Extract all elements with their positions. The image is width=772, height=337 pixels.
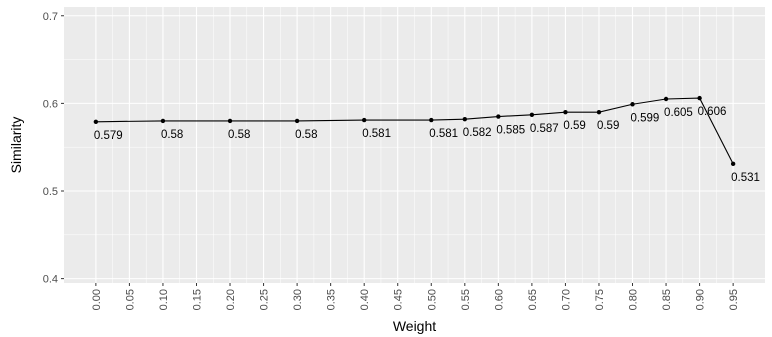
x-tick-label: 0.80 xyxy=(628,289,640,310)
y-tick-label: 0.7 xyxy=(43,11,58,23)
data-point xyxy=(663,96,669,102)
x-tick-label: 0.35 xyxy=(326,289,338,310)
data-point xyxy=(227,118,233,124)
data-label: 0.587 xyxy=(530,123,559,135)
data-point xyxy=(697,95,702,101)
data-point xyxy=(730,161,736,167)
x-tick-label: 0.30 xyxy=(292,289,304,310)
x-tick-label: 0.85 xyxy=(661,289,673,310)
x-tick-label: 0.40 xyxy=(359,289,371,310)
data-label: 0.599 xyxy=(631,112,660,124)
data-point xyxy=(93,119,99,124)
y-tick-label: 0.6 xyxy=(43,98,58,110)
x-tick-label: 0.75 xyxy=(594,289,606,310)
minor-gridlines xyxy=(64,7,765,283)
x-tick-label: 0.15 xyxy=(191,289,203,310)
major-gridlines xyxy=(64,7,765,283)
data-point xyxy=(630,102,635,107)
data-label: 0.585 xyxy=(496,125,525,137)
data-point xyxy=(563,109,568,115)
data-label: 0.579 xyxy=(94,130,123,142)
data-point xyxy=(596,109,602,115)
x-tick-label: 0.60 xyxy=(493,289,505,310)
data-label: 0.59 xyxy=(563,120,585,132)
data-label: 0.606 xyxy=(698,106,727,118)
y-tick-label: 0.4 xyxy=(43,274,58,286)
x-tick-label: 0.25 xyxy=(259,289,271,310)
y-axis-title: Similarity xyxy=(8,117,24,174)
y-axis: 0.4 0.5 0.6 0.7 xyxy=(43,11,64,286)
x-tick-label: 0.50 xyxy=(426,289,438,310)
x-tick-label: 0.90 xyxy=(695,289,707,310)
x-tick-label: 0.65 xyxy=(527,289,539,310)
data-label: 0.581 xyxy=(429,128,458,140)
x-tick-label: 0.45 xyxy=(393,289,405,310)
data-label: 0.58 xyxy=(228,129,250,141)
data-label: 0.605 xyxy=(664,107,693,119)
data-point xyxy=(529,112,535,117)
x-tick-label: 0.05 xyxy=(124,289,136,310)
data-label: 0.582 xyxy=(463,127,492,139)
data-label: 0.59 xyxy=(597,120,619,132)
x-tick-label: 0.10 xyxy=(158,289,170,310)
data-label: 0.58 xyxy=(295,129,317,141)
x-axis: 0.00 0.05 0.10 0.15 0.20 0.25 0.30 0.35 0.40 0.45… xyxy=(91,283,740,310)
x-axis-title: Weight xyxy=(393,318,436,334)
data-label: 0.58 xyxy=(161,129,183,141)
x-tick-label: 0.00 xyxy=(91,289,103,310)
x-tick-label: 0.70 xyxy=(560,289,572,310)
data-point xyxy=(294,118,300,124)
data-point xyxy=(361,117,367,123)
data-labels: 0.579 0.58 0.58 0.58 0.581 0.581 0.582 0.585 0.5… xyxy=(94,106,760,184)
data-label: 0.581 xyxy=(362,128,391,140)
data-label: 0.531 xyxy=(731,172,760,184)
data-point xyxy=(462,116,468,122)
y-tick-label: 0.5 xyxy=(43,186,58,198)
x-tick-label: 0.55 xyxy=(460,289,472,310)
data-point xyxy=(160,118,166,124)
series-layer xyxy=(93,95,736,167)
x-tick-label: 0.20 xyxy=(225,289,237,310)
x-tick-label: 0.95 xyxy=(728,289,740,310)
data-point xyxy=(496,114,501,119)
data-point xyxy=(429,117,434,123)
